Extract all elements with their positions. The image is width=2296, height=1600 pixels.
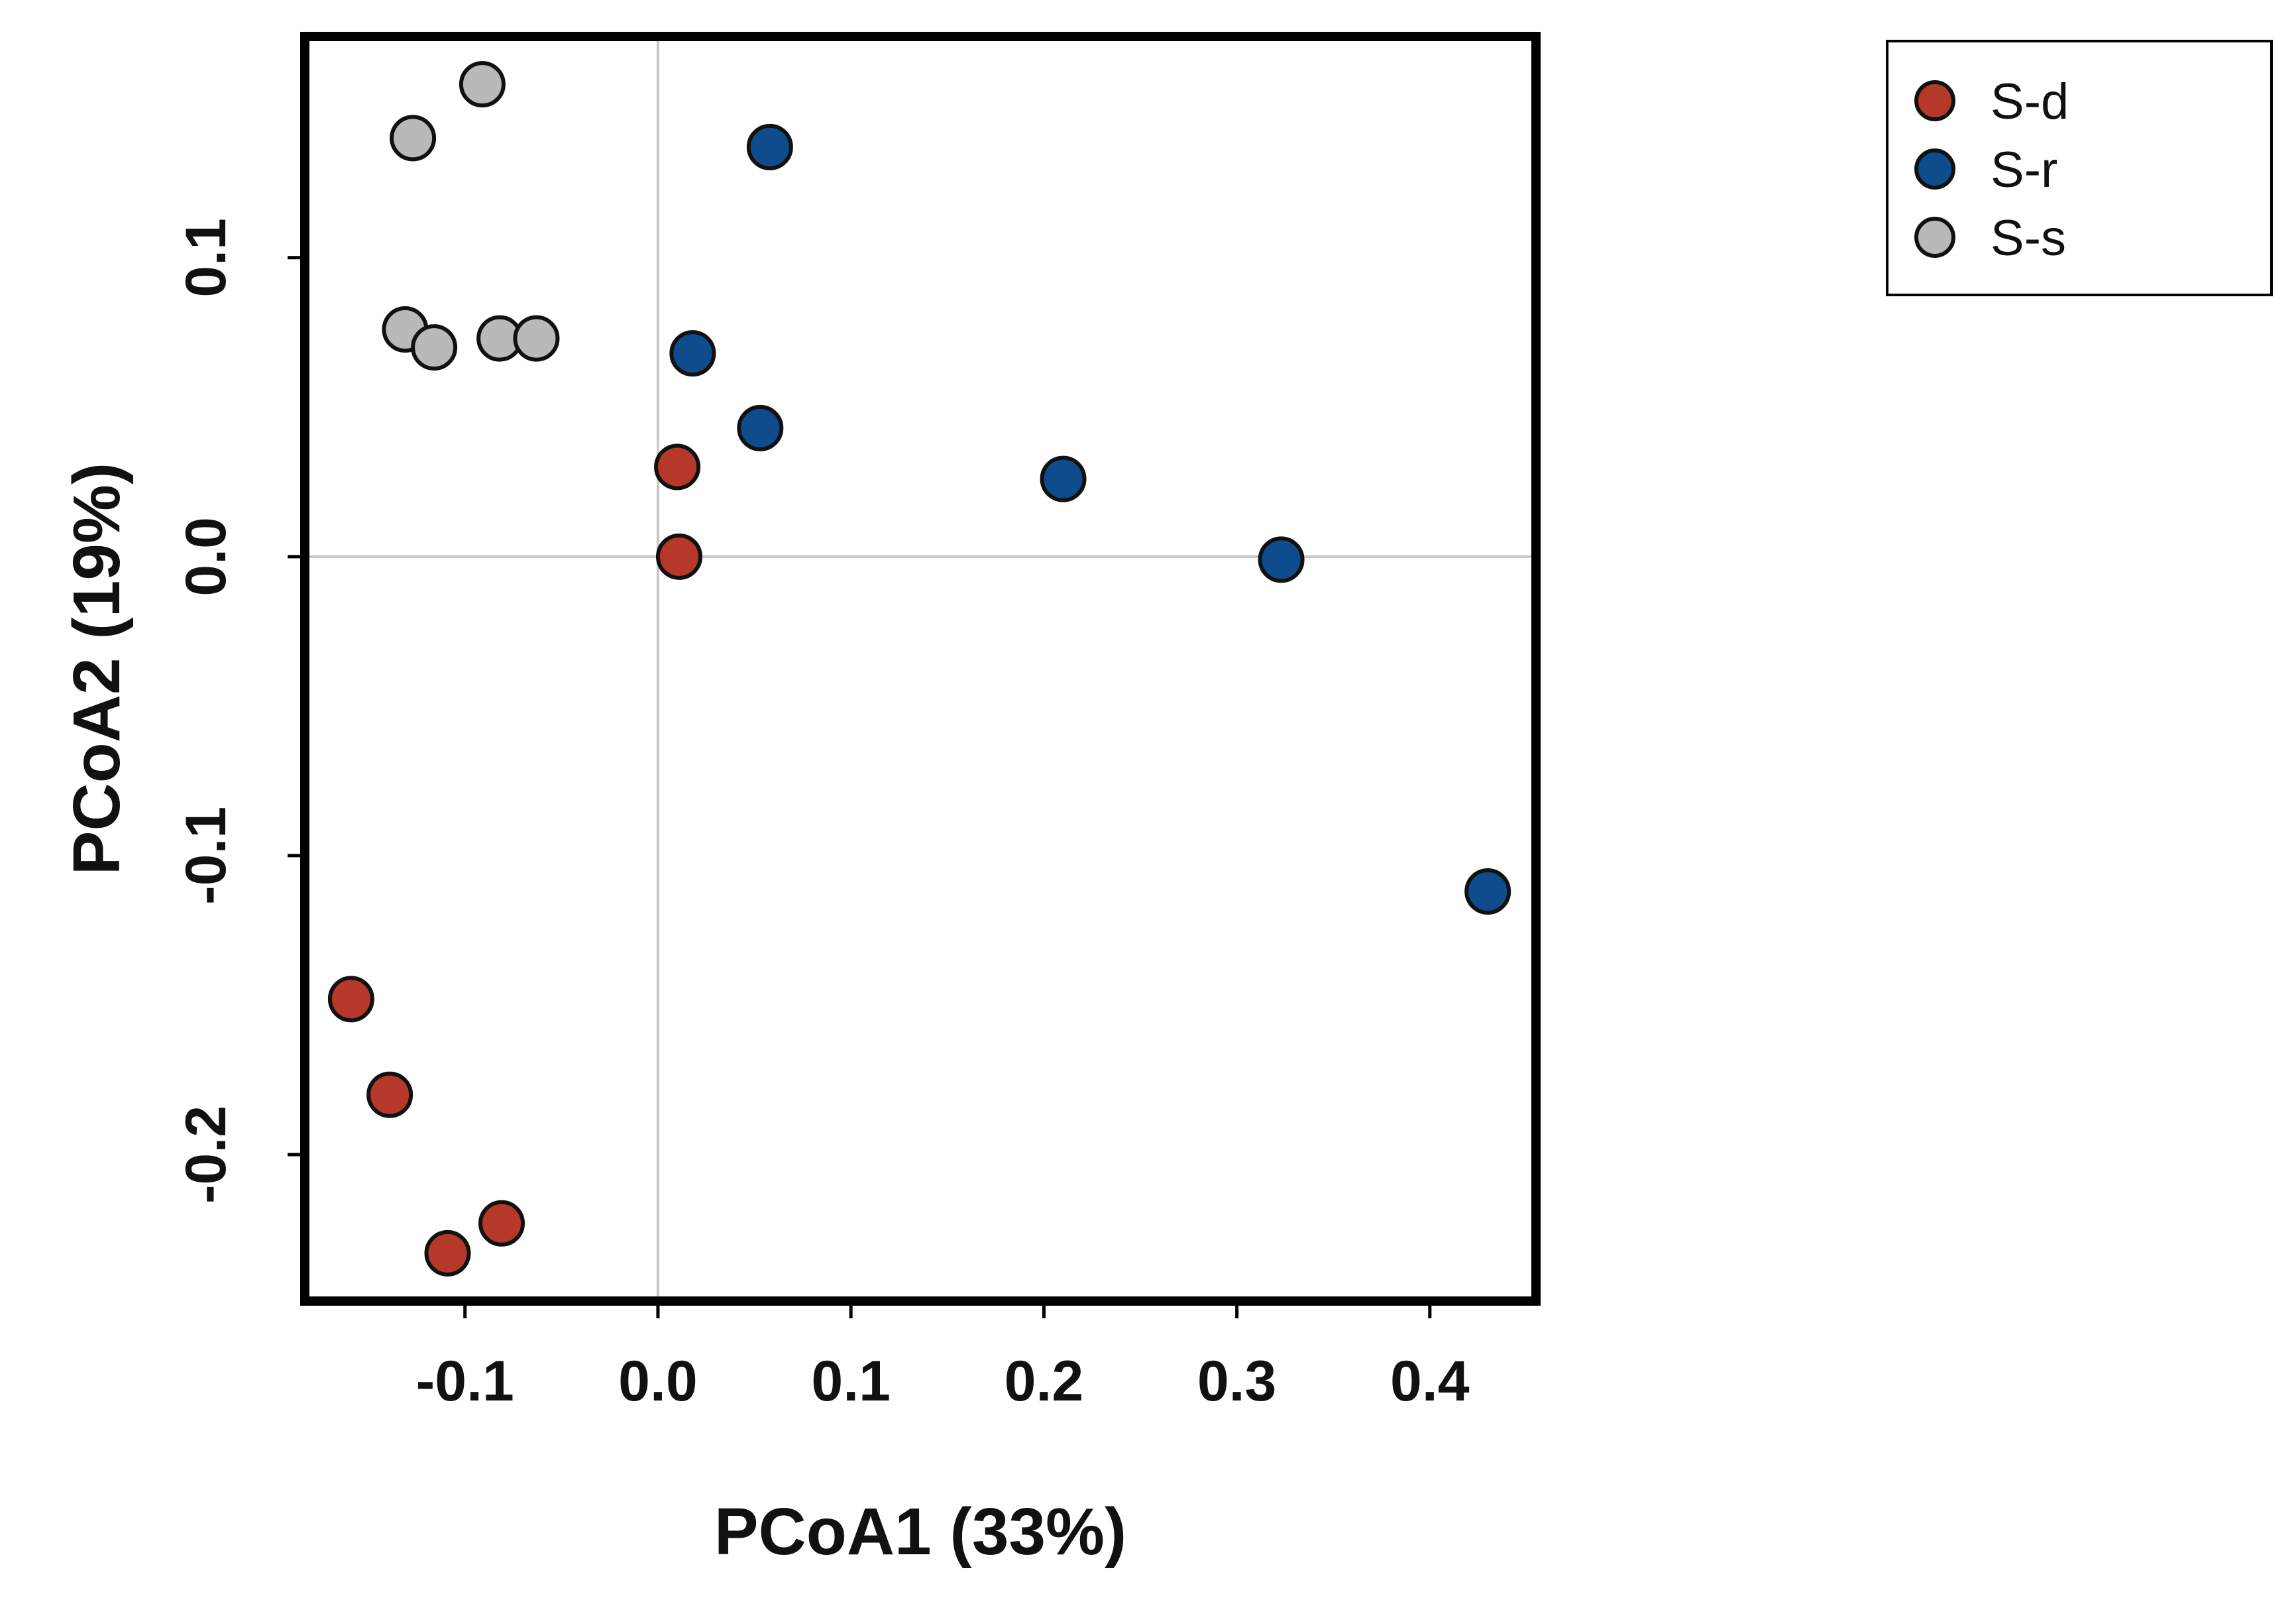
legend: S-d S-r S-s	[1886, 40, 2273, 296]
x-axis-ticks: -0.1 0.0 0.1 0.2 0.3 0.4	[416, 1301, 1470, 1413]
point-S-r	[737, 404, 784, 451]
point-S-s	[513, 315, 560, 362]
y-axis-ticks: -0.2 -0.1 0.0 0.1	[174, 218, 305, 1204]
y-tick-label: -0.2	[174, 1106, 238, 1204]
point-S-s	[411, 324, 458, 371]
data-points	[327, 61, 1511, 1277]
x-tick-label: 0.4	[1390, 1349, 1470, 1413]
legend-label: S-s	[1991, 210, 2066, 266]
point-S-r	[1040, 455, 1087, 502]
point-S-d	[327, 976, 374, 1023]
point-S-s	[459, 61, 506, 108]
point-S-r	[746, 123, 793, 170]
point-S-r	[669, 330, 716, 377]
point-S-r	[1464, 868, 1511, 915]
point-S-r	[1258, 536, 1305, 583]
point-S-d	[478, 1200, 525, 1247]
x-tick-label: 0.2	[1005, 1349, 1084, 1413]
point-S-d	[654, 443, 701, 490]
x-tick-label: 0.0	[618, 1349, 698, 1413]
x-tick-label: -0.1	[416, 1349, 514, 1413]
point-S-d	[366, 1071, 413, 1118]
legend-box	[1886, 40, 2273, 296]
point-S-d	[655, 533, 702, 580]
y-tick-label: -0.1	[174, 807, 238, 905]
legend-label: S-d	[1991, 74, 2069, 130]
legend-marker-S-s	[1914, 217, 1955, 258]
legend-marker-S-r	[1914, 148, 1955, 190]
y-axis-title: PCoA2 (19%)	[60, 463, 134, 875]
x-tick-label: 0.3	[1197, 1349, 1277, 1413]
point-S-s	[390, 115, 437, 162]
y-tick-label: 0.1	[174, 218, 238, 298]
x-tick-label: 0.1	[811, 1349, 891, 1413]
point-S-d	[424, 1229, 471, 1277]
legend-marker-S-d	[1914, 80, 1955, 121]
y-tick-label: 0.0	[174, 517, 238, 597]
x-axis-title: PCoA1 (33%)	[714, 1495, 1126, 1569]
legend-label: S-r	[1991, 142, 2057, 198]
plot-frame	[300, 32, 1541, 1306]
